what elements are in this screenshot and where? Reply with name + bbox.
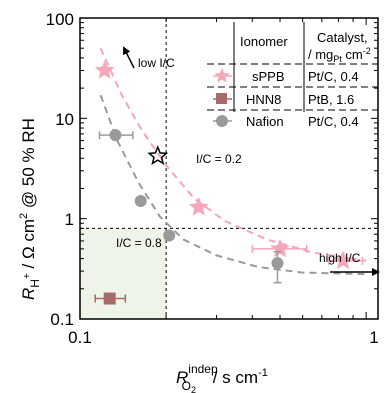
axis-ticks [79,17,378,320]
y-axis-title: RH+ / Ω cm2 @ 50 % RH [18,118,42,300]
legend-label-hnn8: HNN8 [246,92,281,107]
plot-frame [79,17,379,320]
legend-label-nafion: Nafion [246,114,284,129]
data-point-nafion-4 [271,257,284,270]
legend-catalyst-nafion: Pt/C, 0.4 [308,114,359,129]
legend: Ionomer Catalyst, / mgPt cm-2 sPPB Pt/C,… [207,22,378,129]
legend-catalyst-hnn8: PtB, 1.6 [308,92,354,107]
legend-header-catalyst-units: / mgPt cm-2 [308,46,371,64]
data-point-nafion-2 [134,194,147,207]
data-point-nafion-1 [109,129,122,142]
legend-marker-sppb [214,68,230,83]
x-tick-label-0-1: 0.1 [68,328,92,347]
legend-marker-nafion [216,115,228,127]
legend-catalyst-sppb: Pt/C, 0.4 [308,69,359,84]
y-tick-label-100: 100 [46,10,74,29]
legend-marker-hnn8 [216,93,227,104]
y-tick-label-0-1: 0.1 [50,310,74,329]
x-tick-label-1: 1 [369,328,378,347]
low-loading-shaded-region [80,228,167,319]
data-point-nafion-3 [163,229,176,242]
low-ic-arrow [123,46,135,69]
annotation-ic-0-8: I/C = 0.8 [116,236,162,250]
legend-header-catalyst: Catalyst, [317,30,368,45]
data-point-hnn8-1 [103,292,116,305]
fit-curve-nafion [99,94,367,276]
y-tick-label-1: 1 [65,210,74,229]
legend-label-sppb: sPPB [252,69,285,84]
data-points [94,60,364,305]
data-point-sppb-2 [147,145,169,166]
x-axis-title: Rindep O2 / s cm-1 [176,362,268,393]
data-point-sppb-1 [94,60,115,79]
y-tick-label-10: 10 [55,110,74,129]
data-point-sppb-5 [333,250,353,270]
annotation-high-ic: high I/C [319,251,361,265]
annotation-ic-0-2: I/C = 0.2 [196,152,242,166]
legend-header-ionomer: Ionomer [240,34,288,49]
annotation-low-ic: low I/C [138,56,175,70]
data-point-sppb-3 [188,196,209,216]
